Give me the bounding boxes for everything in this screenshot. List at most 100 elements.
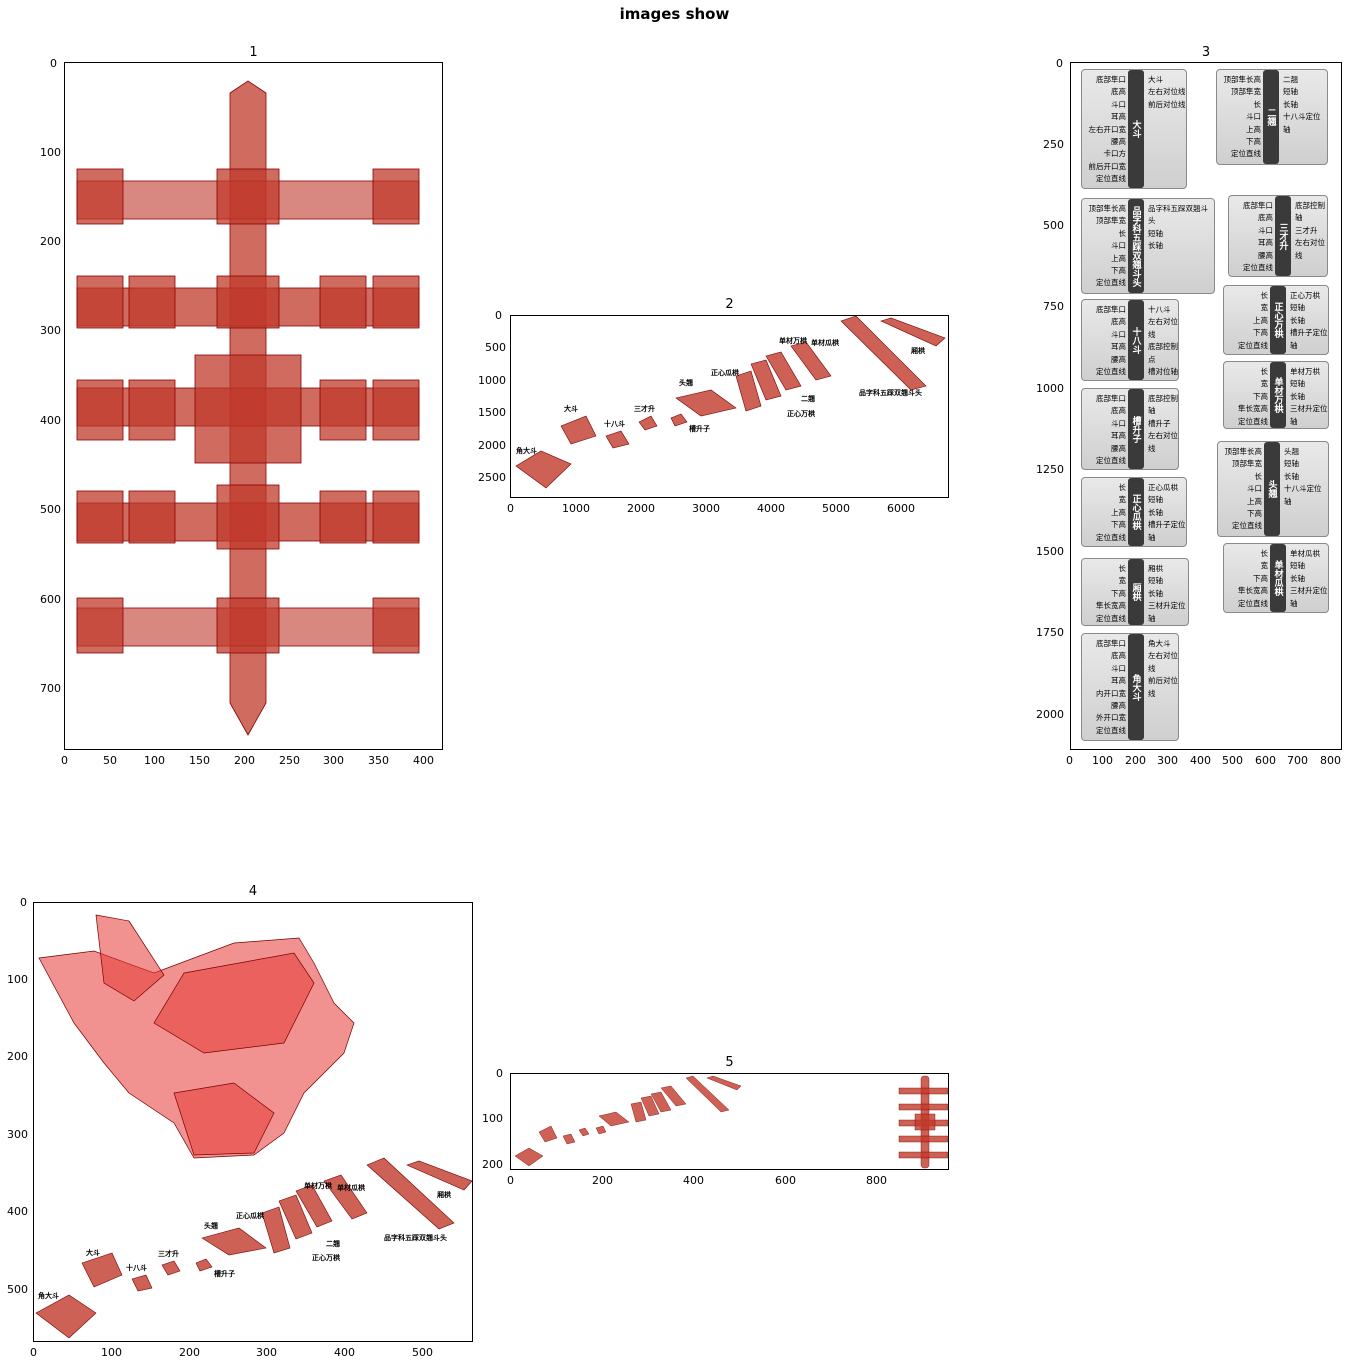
node-output-param[interactable]: 槽对位轴	[1148, 367, 1178, 377]
node-input-param[interactable]: 宽	[1118, 495, 1127, 505]
component-node[interactable]: 顶部隼长高 顶部隼宽长斗口 上高 下高 定位直线 二翘 二翘 短轴 长轴 十八斗定位轴	[1216, 69, 1328, 165]
node-input-param[interactable]: 长	[1260, 367, 1269, 376]
node-input-param[interactable]: 下高	[1246, 137, 1261, 147]
node-input-param[interactable]: 腰高	[1258, 250, 1273, 260]
node-input-param[interactable]: 长	[1254, 471, 1263, 481]
node-input-param[interactable]: 斗口	[1247, 484, 1262, 494]
node-input-param[interactable]: 长	[1118, 483, 1127, 492]
node-input-param[interactable]: 腰高	[1111, 701, 1126, 711]
node-input-param[interactable]: 腰高	[1111, 137, 1126, 147]
node-output-param[interactable]: 短轴	[1148, 495, 1163, 505]
node-output-param[interactable]: 底部控制轴	[1295, 201, 1325, 223]
node-input-param[interactable]: 腰高	[1111, 443, 1126, 453]
node-output-param[interactable]: 左右对位线	[1148, 317, 1178, 339]
node-input-param[interactable]: 定位直线	[1243, 263, 1273, 273]
node-input-param[interactable]: 卡口方	[1103, 149, 1127, 159]
node-input-param[interactable]: 顶部隼长高	[1088, 204, 1127, 213]
component-node[interactable]: 顶部隼长高 顶部隼宽长斗口 上高 下高 定位直线 头翘 头翘 短轴 长轴 十八斗定位轴	[1217, 441, 1329, 537]
node-input-param[interactable]: 斗口	[1258, 225, 1273, 235]
node-input-param[interactable]: 长	[1253, 99, 1262, 109]
node-input-param[interactable]: 底高	[1258, 213, 1273, 223]
node-output-param[interactable]: 短轴	[1290, 379, 1305, 389]
component-node[interactable]: 顶部隼长高 顶部隼宽长斗口 上高 下高 定位直线 品字科五踩双翘斗头 品字科五踩双翘斗头 短轴…	[1081, 198, 1215, 294]
node-output-param[interactable]: 槽升子	[1148, 418, 1171, 428]
node-input-param[interactable]: 底部隼口	[1096, 639, 1126, 648]
node-input-param[interactable]: 上高	[1247, 496, 1262, 506]
node-output-param[interactable]: 十八斗定位轴	[1283, 112, 1321, 134]
component-node[interactable]: 底部隼口 底高 斗口 耳高 内开口宽 腰高 外开口宽 定位直线 角大斗 角大斗 左右对位线 前后对位线	[1081, 633, 1179, 741]
component-node[interactable]: 底部隼口 底高 斗口 耳高 腰高 定位直线 十八斗 十八斗 左右对位线 底部控制点 槽对位轴	[1081, 299, 1179, 381]
node-input-param[interactable]: 上高	[1111, 253, 1126, 263]
component-node[interactable]: 长宽下高 隼长宽高 定位直线 厢栱 厢栱 短轴 长轴 三材升定位轴	[1081, 558, 1189, 626]
node-output-param[interactable]: 大斗	[1148, 75, 1163, 84]
node-input-param[interactable]: 外开口宽	[1096, 713, 1126, 723]
node-output-param[interactable]: 三材升定位轴	[1290, 404, 1328, 426]
node-input-param[interactable]: 长	[1260, 291, 1269, 300]
node-input-param[interactable]: 下高	[1111, 266, 1126, 276]
node-input-param[interactable]: 定位直线	[1096, 456, 1126, 466]
node-input-param[interactable]: 定位直线	[1096, 613, 1126, 623]
node-output-param[interactable]: 左右对位线	[1148, 87, 1186, 97]
node-input-param[interactable]: 底部隼口	[1096, 305, 1126, 314]
node-output-param[interactable]: 短轴	[1148, 576, 1163, 586]
node-input-param[interactable]: 定位直线	[1238, 416, 1268, 426]
node-input-param[interactable]: 耳高	[1111, 431, 1126, 441]
node-input-param[interactable]: 定位直线	[1096, 725, 1126, 735]
node-output-param[interactable]: 二翘	[1283, 75, 1298, 84]
node-input-param[interactable]: 长	[1118, 228, 1127, 238]
node-output-param[interactable]: 前后对位线	[1148, 99, 1186, 109]
node-input-param[interactable]: 下高	[1111, 588, 1126, 598]
node-input-param[interactable]: 定位直线	[1232, 521, 1262, 531]
node-input-param[interactable]: 定位直线	[1238, 340, 1268, 350]
node-output-param[interactable]: 槽升子定位轴	[1290, 328, 1328, 350]
node-input-param[interactable]: 顶部隼长高	[1223, 75, 1262, 84]
node-input-param[interactable]: 上高	[1111, 507, 1126, 517]
node-input-param[interactable]: 底高	[1111, 317, 1126, 327]
node-output-param[interactable]: 底部控制点	[1148, 342, 1178, 364]
node-input-param[interactable]: 长	[1260, 549, 1269, 558]
node-input-param[interactable]: 顶部隼长高	[1224, 447, 1263, 456]
node-input-param[interactable]: 定位直线	[1231, 149, 1261, 159]
node-input-param[interactable]: 斗口	[1111, 99, 1126, 109]
node-output-param[interactable]: 角大斗	[1148, 639, 1171, 648]
node-output-param[interactable]: 左右对位线	[1295, 238, 1325, 260]
node-input-param[interactable]: 定位直线	[1096, 532, 1126, 542]
node-input-param[interactable]: 宽	[1118, 576, 1127, 586]
component-node[interactable]: 底部隼口 底高 斗口 耳高 腰高 定位直线 三才升 底部控制轴 三才升 左右对位线	[1228, 195, 1328, 277]
node-input-param[interactable]: 内开口宽	[1096, 688, 1126, 698]
node-input-param[interactable]: 底部隼口	[1243, 201, 1273, 210]
node-input-param[interactable]: 斗口	[1111, 241, 1126, 251]
node-input-param[interactable]: 宽	[1260, 561, 1269, 571]
node-output-param[interactable]: 三材升定位轴	[1148, 601, 1186, 623]
node-input-param[interactable]: 耳高	[1111, 112, 1126, 122]
node-output-param[interactable]: 长轴	[1290, 391, 1305, 401]
node-input-param[interactable]: 隼长宽高	[1096, 601, 1126, 611]
component-node[interactable]: 底部隼口 底高 斗口 耳高 左右开口宽 腰高 卡口方 前后开口宽 定位直线 大斗 大斗 左右对位线 前后…	[1081, 69, 1187, 189]
node-output-param[interactable]: 短轴	[1148, 228, 1163, 238]
node-output-param[interactable]: 三才升	[1295, 225, 1318, 235]
node-output-param[interactable]: 长轴	[1148, 588, 1163, 598]
node-input-param[interactable]: 下高	[1253, 328, 1268, 338]
node-input-param[interactable]: 腰高	[1111, 354, 1126, 364]
node-output-param[interactable]: 单材万栱	[1290, 367, 1320, 376]
node-input-param[interactable]: 宽	[1260, 379, 1269, 389]
node-input-param[interactable]: 顶部隼宽	[1096, 216, 1126, 226]
node-output-param[interactable]: 长轴	[1284, 471, 1299, 481]
node-input-param[interactable]: 顶部隼宽	[1231, 87, 1261, 97]
node-input-param[interactable]: 宽	[1260, 303, 1269, 313]
node-output-param[interactable]: 品字科五踩双翘斗头	[1148, 204, 1208, 226]
component-node[interactable]: 底部隼口 底高 斗口 耳高 腰高 定位直线 槽升子 底部控制轴 槽升子 左右对位线	[1081, 388, 1179, 470]
node-input-param[interactable]: 定位直线	[1096, 278, 1126, 288]
node-input-param[interactable]: 定位直线	[1096, 174, 1126, 184]
node-input-param[interactable]: 底部隼口	[1096, 394, 1126, 403]
node-output-param[interactable]: 长轴	[1148, 507, 1163, 517]
node-input-param[interactable]: 隼长宽高	[1238, 586, 1268, 596]
node-input-param[interactable]: 上高	[1246, 124, 1261, 134]
node-output-param[interactable]: 短轴	[1290, 303, 1305, 313]
component-node[interactable]: 长宽上高 下高 定位直线 正心瓜栱 正心瓜栱 短轴 长轴 槽升子定位轴	[1081, 477, 1187, 547]
component-node[interactable]: 长宽下高 隼长宽高 定位直线 单材瓜栱 单材瓜栱 短轴 长轴 三材升定位轴	[1223, 543, 1329, 613]
node-input-param[interactable]: 下高	[1111, 520, 1126, 530]
node-output-param[interactable]: 正心万栱	[1290, 291, 1320, 300]
node-input-param[interactable]: 下高	[1247, 509, 1262, 519]
node-output-param[interactable]: 头翘	[1284, 447, 1299, 456]
